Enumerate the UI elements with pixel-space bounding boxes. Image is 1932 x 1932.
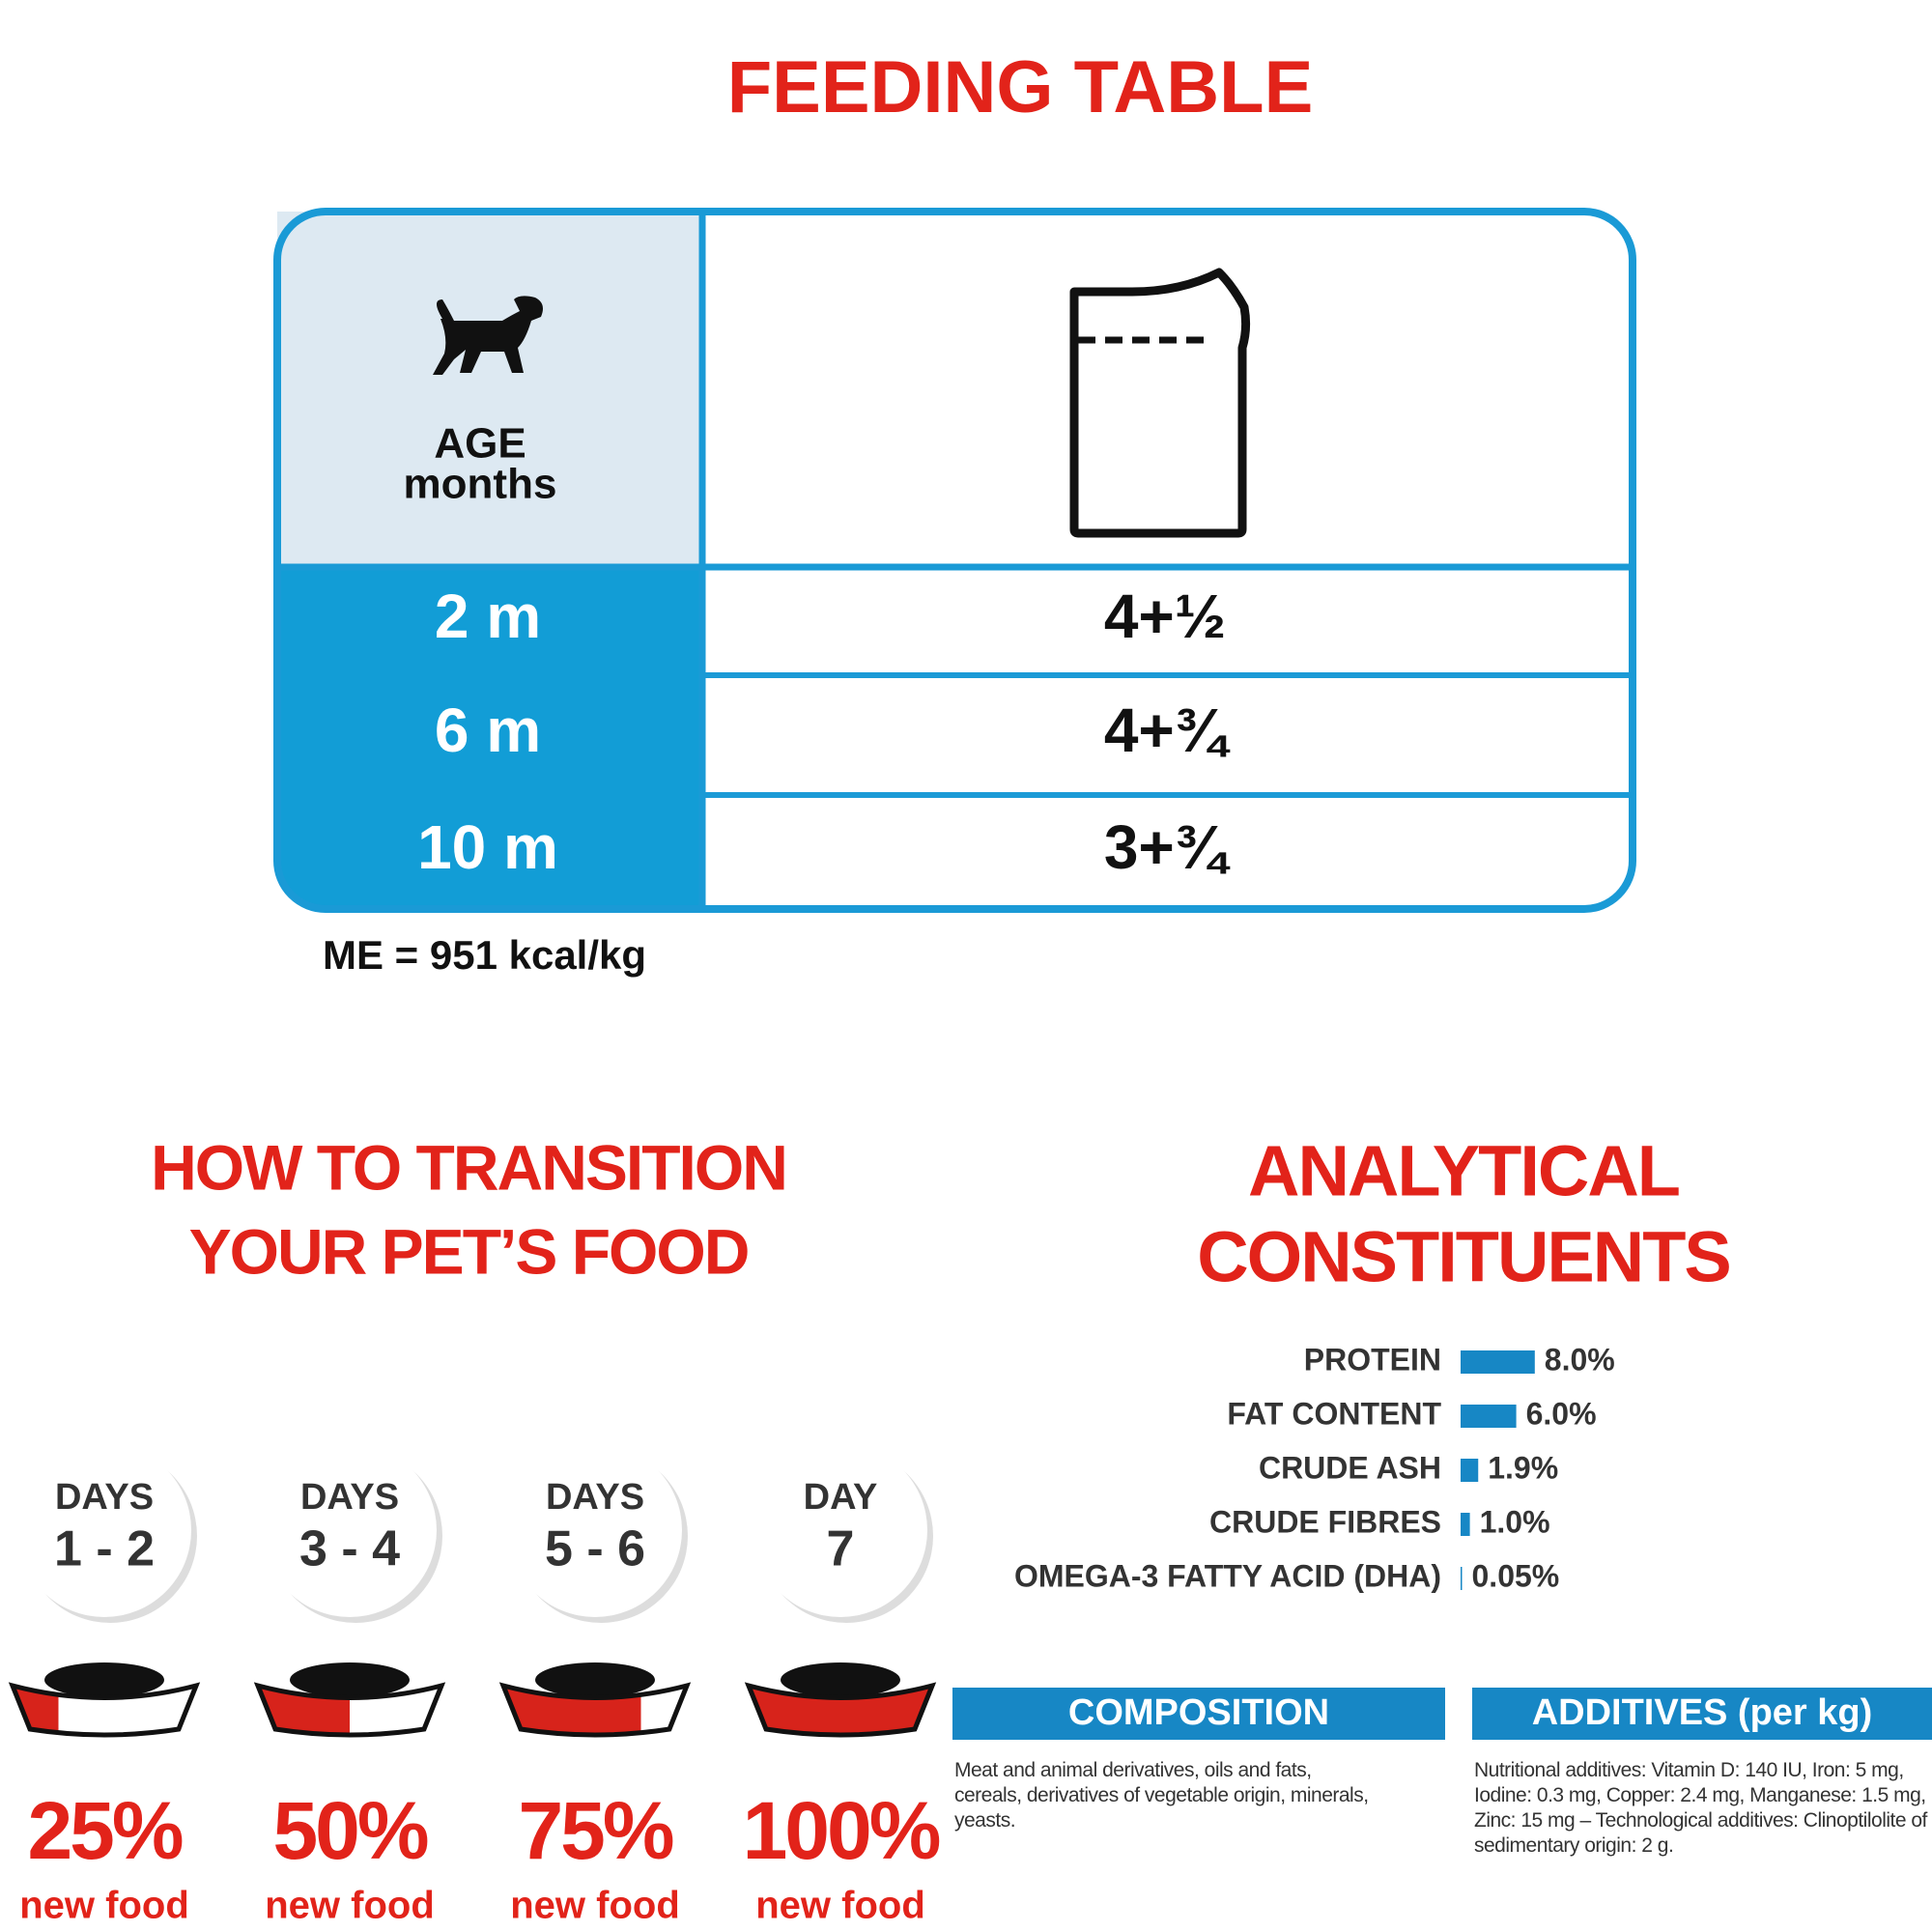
constituent-bar [1461,1350,1535,1374]
age-cell: 10 m [417,812,558,882]
day-range: 7 [827,1521,855,1577]
additives-heading: ADDITIVES (per kg) [1532,1692,1873,1733]
pouch-icon [1069,268,1251,538]
constituent-bar [1461,1405,1517,1428]
amount-cell: 3+¾ [1104,812,1231,882]
caption: new food [19,1885,189,1927]
age-header: AGE [434,420,526,468]
transition-title: HOW TO TRANSITION [151,1131,786,1203]
age-cell: 2 m [435,582,541,651]
day-label: DAYS [55,1477,154,1518]
day-circle [753,1443,927,1617]
constituent-bar [1461,1513,1470,1536]
feeding-title: FEEDING TABLE [727,46,1314,128]
amount-cell: 4+¾ [1104,696,1231,765]
constituent-value: 8.0% [1545,1342,1615,1377]
day-range: 3 - 4 [299,1521,400,1577]
analytical-title: CONSTITUENTS [1197,1217,1730,1297]
amount-cell: 4+½ [1104,582,1226,651]
day-label: DAYS [300,1477,399,1518]
additives-text: Nutritional additives: Vitamin D: 140 IU… [1474,1759,1927,1857]
constituent-value: 1.0% [1480,1504,1550,1539]
constituent-value: 6.0% [1526,1396,1597,1431]
transition-title: YOUR PET’S FOOD [189,1215,749,1287]
bowl-outline [498,1682,692,1738]
caption: new food [755,1885,925,1927]
day-range: 1 - 2 [54,1521,155,1577]
constituent-bar [1461,1567,1463,1590]
caption: new food [265,1885,435,1927]
header-cell [277,212,702,567]
constituent-value: 0.05% [1472,1558,1560,1593]
composition-header [952,1688,1445,1740]
constituent-name: OMEGA-3 FATTY ACID (DHA) [1014,1558,1441,1593]
day-circle [263,1443,437,1617]
percent-label: 25% [27,1785,182,1876]
day-range: 5 - 6 [545,1521,645,1577]
composition-heading: COMPOSITION [1068,1692,1329,1733]
puppy-icon [433,296,543,375]
bowl-food [290,1662,410,1697]
bowl-outline [744,1682,937,1738]
age-cell: 6 m [435,696,541,765]
table-border [273,208,1636,913]
constituent-name: CRUDE ASH [1259,1450,1441,1485]
age-unit: months [404,461,557,508]
age-column [277,567,702,909]
constituent-value: 1.9% [1488,1450,1558,1485]
energy-note: ME = 951 kcal/kg [323,932,646,978]
day-label: DAYS [546,1477,644,1518]
constituent-name: CRUDE FIBRES [1209,1504,1441,1539]
caption: new food [510,1885,680,1927]
constituent-name: FAT CONTENT [1227,1396,1441,1431]
percent-label: 50% [272,1785,427,1876]
day-circle [508,1443,682,1617]
analytical-title: ANALYTICAL [1248,1131,1679,1211]
bowl-outline [8,1682,201,1738]
composition-text: Meat and animal derivatives, oils and fa… [954,1759,1369,1832]
bowl-outline [253,1682,446,1738]
percent-label: 100% [743,1785,940,1876]
constituent-name: PROTEIN [1304,1342,1441,1377]
constituent-bar [1461,1459,1479,1482]
additives-header [1472,1688,1932,1740]
bowl-food [781,1662,900,1697]
bowl-food [535,1662,655,1697]
bowl-food [44,1662,164,1697]
day-label: DAY [804,1477,878,1518]
day-circle [17,1443,191,1617]
percent-label: 75% [518,1785,672,1876]
